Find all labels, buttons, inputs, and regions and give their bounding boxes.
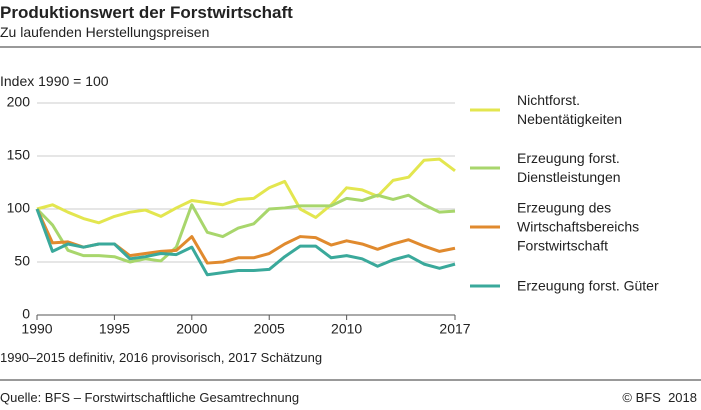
chart-title: Produktionswert der Forstwirtschaft xyxy=(0,3,293,22)
series-line xyxy=(35,208,456,277)
y-axis-label: Index 1990 = 100 xyxy=(0,73,109,89)
copyright: © BFS 2018 xyxy=(622,390,697,405)
y-tick-label: 50 xyxy=(14,253,30,269)
x-tick-label: 1995 xyxy=(99,321,130,337)
legend-label: Erzeugung forst. Güter xyxy=(517,277,659,294)
series-line xyxy=(36,157,456,225)
legend-label: Erzeugung forst. Dienstleistungen xyxy=(517,150,621,185)
y-tick-label: 0 xyxy=(22,306,30,322)
source: Quelle: BFS – Forstwirtschaftliche Gesam… xyxy=(0,390,300,405)
legend-label: Nichtforst. Nebentätigkeiten xyxy=(517,92,623,127)
x-tick-label: 2010 xyxy=(331,321,362,337)
series-line xyxy=(35,193,456,264)
y-tick-label: 150 xyxy=(7,147,31,163)
legend-label: Erzeugung des Wirtschaftsbereichs Forstw… xyxy=(517,199,640,254)
x-tick-label: 1990 xyxy=(21,321,52,337)
x-tick-label: 2005 xyxy=(254,321,285,337)
y-tick-label: 200 xyxy=(7,94,31,110)
chart-subtitle: Zu laufenden Herstellungspreisen xyxy=(0,24,210,40)
note: 1990–2015 definitiv, 2016 provisorisch, … xyxy=(0,350,323,365)
y-tick-label: 100 xyxy=(7,200,31,216)
x-tick-label: 2017 xyxy=(439,321,470,337)
x-tick-label: 2000 xyxy=(176,321,207,337)
